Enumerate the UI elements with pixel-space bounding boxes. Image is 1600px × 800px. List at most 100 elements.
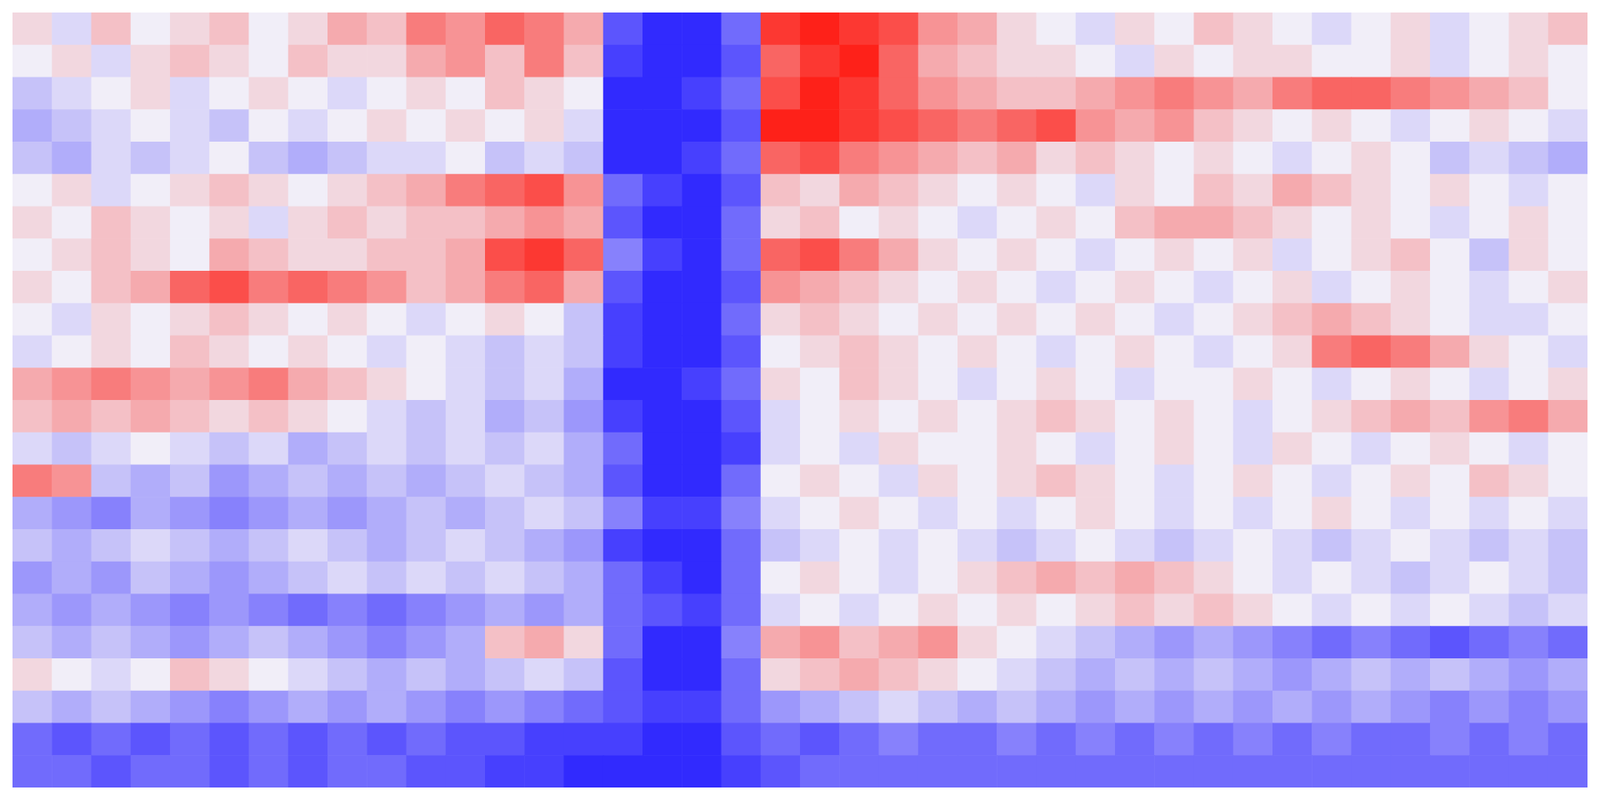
heat-cell	[564, 174, 605, 207]
heat-cell	[366, 238, 407, 271]
heat-cell	[681, 77, 722, 110]
heat-cell	[209, 141, 250, 175]
heat-cell	[918, 206, 959, 240]
heat-cell	[603, 77, 644, 110]
heat-cell	[721, 723, 762, 756]
heat-cell	[406, 270, 447, 304]
heat-cell	[327, 109, 368, 142]
heat-cell	[170, 109, 210, 142]
heat-cell	[1430, 45, 1470, 78]
heat-cell	[170, 77, 210, 110]
heat-cell	[406, 335, 447, 369]
heat-cell	[681, 561, 722, 595]
heat-cell	[288, 465, 329, 498]
heat-cell	[1509, 238, 1550, 271]
heat-cell	[406, 141, 447, 175]
heat-cell	[12, 594, 53, 627]
heat-cell	[1390, 12, 1431, 45]
heat-cell	[879, 432, 920, 465]
heat-cell	[12, 109, 53, 142]
heat-cell	[130, 723, 171, 756]
heat-cell	[564, 367, 605, 400]
heat-cell	[1272, 529, 1313, 562]
heat-cell	[918, 529, 959, 562]
heat-cell	[879, 77, 920, 110]
heat-cell	[12, 12, 53, 45]
heat-cell	[1548, 141, 1588, 175]
heat-cell	[996, 690, 1037, 724]
heat-cell	[288, 303, 329, 336]
heat-cell	[1311, 561, 1352, 595]
heat-cell	[879, 690, 920, 724]
heat-cell	[209, 529, 250, 562]
heat-cell	[642, 141, 683, 175]
heat-cell	[91, 400, 132, 433]
heat-cell	[681, 45, 722, 78]
heat-cell	[524, 12, 565, 45]
heat-cell	[366, 561, 407, 595]
heat-cell	[1390, 77, 1431, 110]
heat-cell	[1036, 594, 1077, 627]
heat-cell	[996, 465, 1037, 498]
heat-cell	[1154, 400, 1195, 433]
heat-cell	[879, 109, 920, 142]
heat-cell	[642, 465, 683, 498]
heat-cell	[406, 658, 447, 691]
heat-cell	[1430, 174, 1470, 207]
heat-cell	[1154, 141, 1195, 175]
heat-cell	[288, 77, 329, 110]
heat-cell	[1036, 625, 1077, 659]
heat-cell	[366, 594, 407, 627]
heat-cell	[209, 432, 250, 465]
heat-cell	[1311, 690, 1352, 724]
heat-cell	[130, 206, 171, 240]
heat-cell	[1154, 45, 1195, 78]
heat-cell	[564, 400, 605, 433]
heat-cell	[879, 561, 920, 595]
heat-cell	[327, 755, 368, 788]
heat-cell	[642, 723, 683, 756]
heat-cell	[1311, 12, 1352, 45]
heat-cell	[485, 77, 525, 110]
heat-cell	[1548, 77, 1588, 110]
heat-cell	[170, 755, 210, 788]
heat-cell	[1154, 174, 1195, 207]
heat-cell	[366, 141, 407, 175]
heat-cell	[1075, 174, 1116, 207]
heat-cell	[1115, 496, 1155, 530]
heat-cell	[209, 755, 250, 788]
heat-cell	[1272, 238, 1313, 271]
heat-cell	[209, 45, 250, 78]
heat-cell	[1272, 109, 1313, 142]
heat-cell	[288, 174, 329, 207]
heat-cell	[327, 625, 368, 659]
heat-cell	[1351, 723, 1392, 756]
heat-cell	[1115, 238, 1155, 271]
heat-cell	[839, 594, 880, 627]
heat-cell	[918, 109, 959, 142]
heat-cell	[12, 400, 53, 433]
heat-cell	[1430, 755, 1470, 788]
heat-cell	[839, 303, 880, 336]
heat-cell	[327, 206, 368, 240]
heat-cell	[1509, 625, 1550, 659]
heat-cell	[485, 465, 525, 498]
heat-cell	[1430, 690, 1470, 724]
heat-cell	[130, 77, 171, 110]
heat-cell	[1272, 45, 1313, 78]
heat-cell	[721, 561, 762, 595]
heat-cell	[564, 529, 605, 562]
heat-cell	[1154, 561, 1195, 595]
heat-cell	[51, 625, 92, 659]
heat-cell	[1469, 174, 1510, 207]
heat-cell	[1548, 561, 1588, 595]
heat-cell	[721, 77, 762, 110]
heat-cell	[760, 400, 801, 433]
heat-cell	[1509, 690, 1550, 724]
heat-cell	[327, 238, 368, 271]
heat-cell	[564, 723, 605, 756]
heat-cell	[51, 238, 92, 271]
heat-cell	[1390, 238, 1431, 271]
heat-cell	[1509, 400, 1550, 433]
heat-cell	[1311, 238, 1352, 271]
